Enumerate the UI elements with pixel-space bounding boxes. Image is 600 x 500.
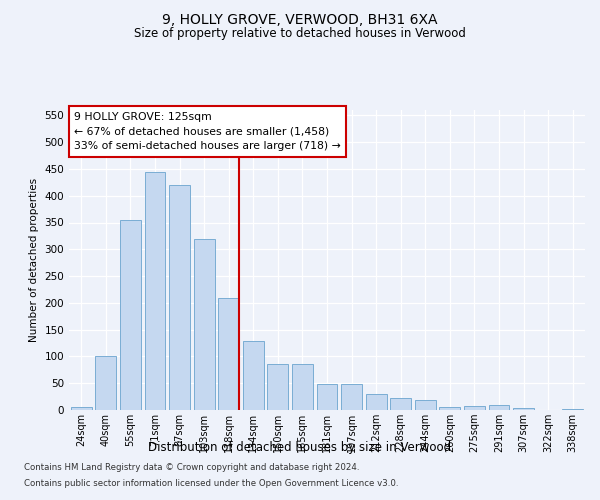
Bar — [513, 408, 534, 410]
Text: Contains HM Land Registry data © Crown copyright and database right 2024.: Contains HM Land Registry data © Crown c… — [24, 464, 359, 472]
Bar — [243, 342, 264, 410]
Bar — [562, 409, 583, 410]
Bar — [292, 364, 313, 410]
Bar — [145, 172, 166, 410]
Bar — [71, 408, 92, 410]
Bar — [390, 398, 411, 410]
Bar — [268, 364, 289, 410]
Bar — [365, 394, 386, 410]
Bar — [464, 406, 485, 410]
Bar — [120, 220, 141, 410]
Bar — [95, 356, 116, 410]
Text: Contains public sector information licensed under the Open Government Licence v3: Contains public sector information licen… — [24, 478, 398, 488]
Text: Distribution of detached houses by size in Verwood: Distribution of detached houses by size … — [148, 441, 452, 454]
Bar — [317, 384, 337, 410]
Y-axis label: Number of detached properties: Number of detached properties — [29, 178, 39, 342]
Text: 9 HOLLY GROVE: 125sqm
← 67% of detached houses are smaller (1,458)
33% of semi-d: 9 HOLLY GROVE: 125sqm ← 67% of detached … — [74, 112, 341, 151]
Bar — [218, 298, 239, 410]
Text: 9, HOLLY GROVE, VERWOOD, BH31 6XA: 9, HOLLY GROVE, VERWOOD, BH31 6XA — [162, 12, 438, 26]
Bar — [341, 384, 362, 410]
Bar — [169, 185, 190, 410]
Text: Size of property relative to detached houses in Verwood: Size of property relative to detached ho… — [134, 28, 466, 40]
Bar — [439, 407, 460, 410]
Bar — [488, 404, 509, 410]
Bar — [415, 400, 436, 410]
Bar — [194, 238, 215, 410]
